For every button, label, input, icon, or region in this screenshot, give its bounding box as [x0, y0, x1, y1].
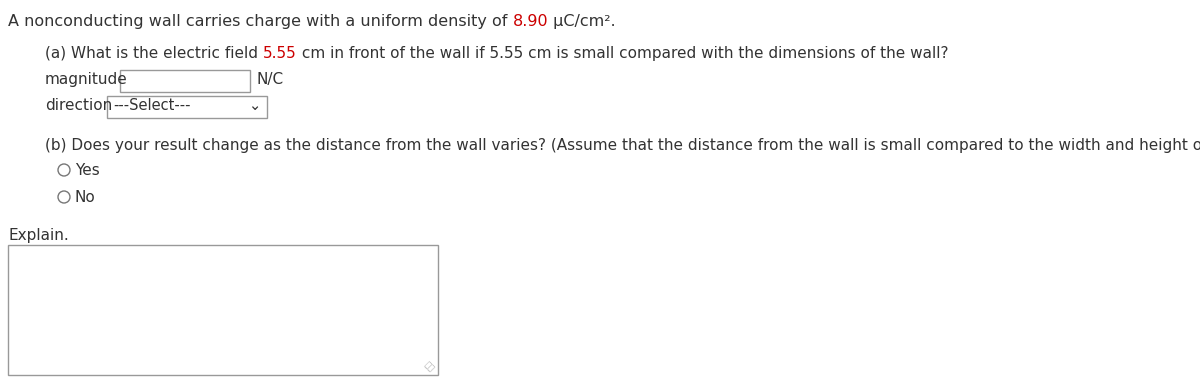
Text: cm in front of the wall if 5.55 cm is small compared with the dimensions of the : cm in front of the wall if 5.55 cm is sm…: [296, 46, 948, 61]
Text: No: No: [74, 190, 96, 205]
Text: Yes: Yes: [74, 163, 100, 178]
Bar: [120, 70, 250, 92]
Text: ⌄: ⌄: [250, 98, 262, 113]
Text: 5.55: 5.55: [263, 46, 296, 61]
Circle shape: [58, 191, 70, 203]
Text: magnitude: magnitude: [46, 72, 127, 87]
Text: (a) What is the electric field: (a) What is the electric field: [46, 46, 263, 61]
Text: A nonconducting wall carries charge with a uniform density of: A nonconducting wall carries charge with…: [8, 14, 512, 29]
Bar: [8, 245, 438, 375]
Text: ⟋⟋: ⟋⟋: [422, 360, 436, 373]
Text: Explain.: Explain.: [8, 228, 68, 243]
Circle shape: [58, 164, 70, 176]
Text: µC/cm².: µC/cm².: [548, 14, 616, 29]
Bar: [107, 96, 266, 118]
Text: (b) Does your result change as the distance from the wall varies? (Assume that t: (b) Does your result change as the dista…: [46, 138, 1200, 153]
Text: ---Select---: ---Select---: [113, 98, 191, 113]
Text: direction: direction: [46, 98, 113, 113]
Text: 8.90: 8.90: [512, 14, 548, 29]
Text: N/C: N/C: [256, 72, 283, 87]
